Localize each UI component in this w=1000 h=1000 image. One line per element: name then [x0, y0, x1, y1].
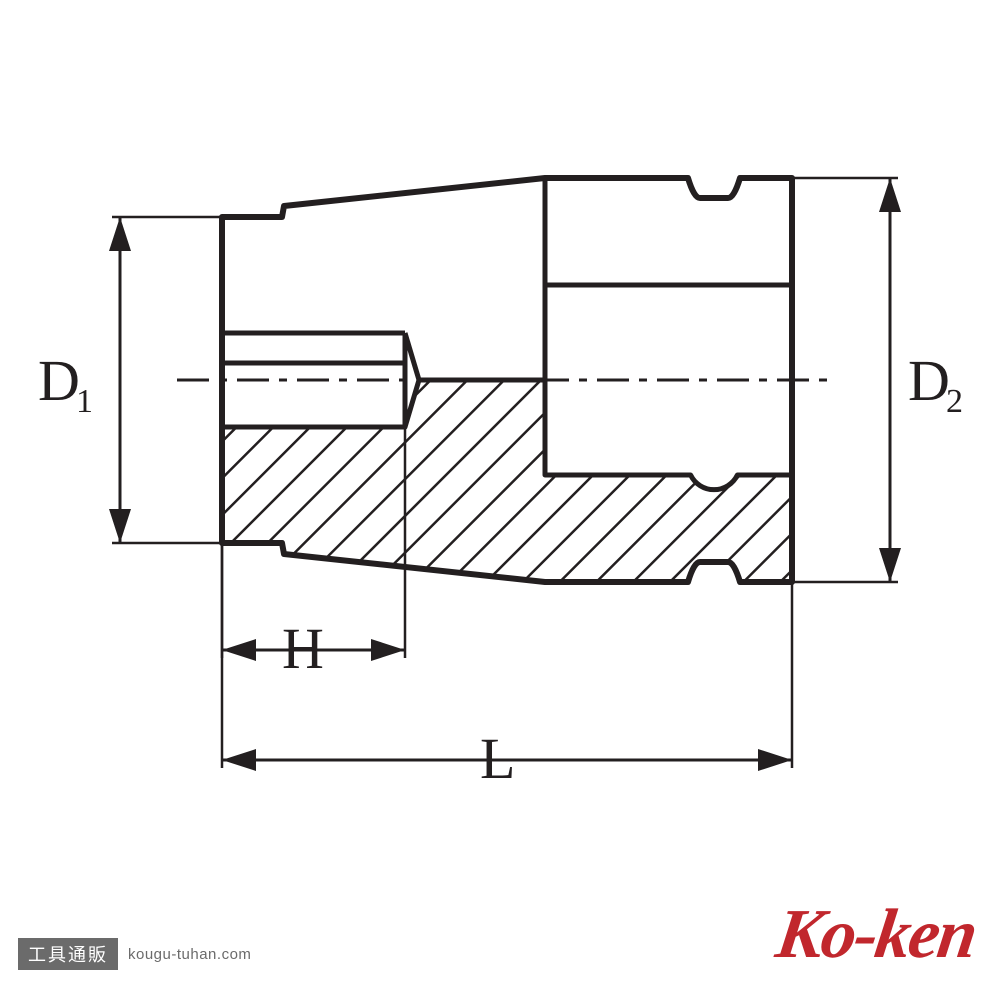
svg-text:D: D [908, 348, 950, 413]
footer-url: kougu-tuhan.com [128, 946, 251, 963]
svg-text:H: H [282, 616, 324, 681]
svg-text:D: D [38, 348, 80, 413]
footer-box: 工具通販 [18, 938, 118, 970]
svg-text:1: 1 [76, 383, 93, 420]
socket-diagram: D1D2HL [0, 0, 1000, 1000]
brand-logo: Ko-ken [771, 895, 980, 975]
footer: 工具通販 kougu-tuhan.com [18, 938, 251, 970]
svg-text:2: 2 [946, 383, 963, 420]
svg-text:L: L [480, 726, 515, 791]
